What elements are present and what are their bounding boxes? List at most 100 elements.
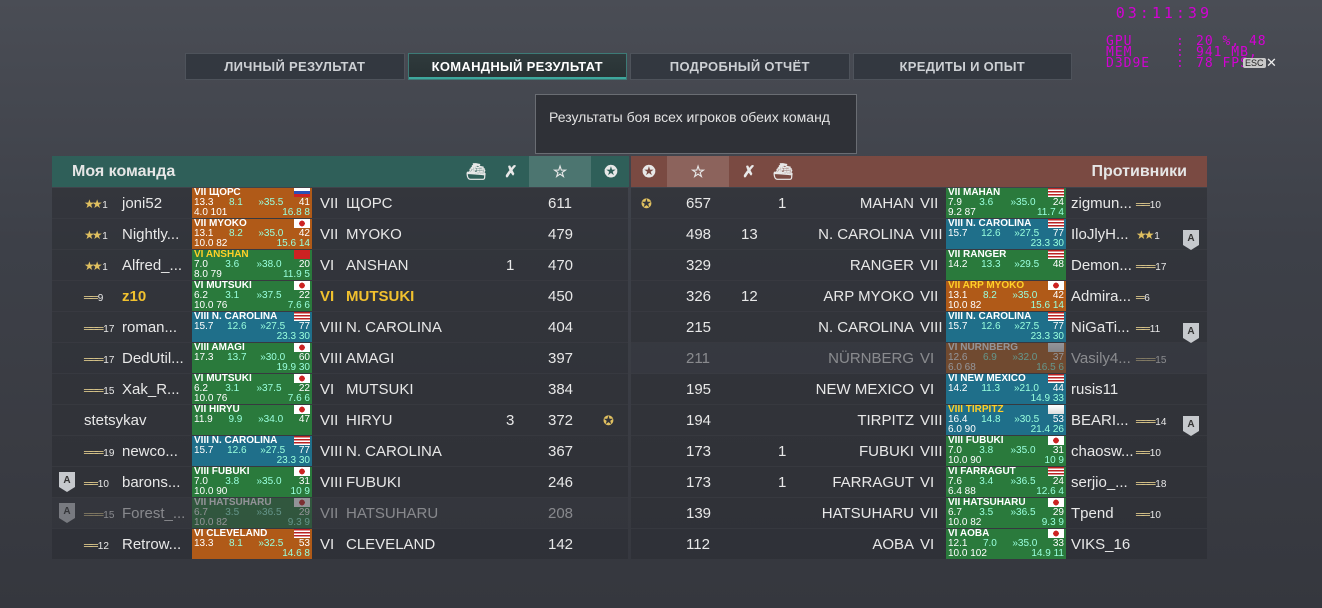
player-row[interactable]: 329 RANGER VII VII RANGER 14.2 13.3 »29.5 48 Dem…	[631, 250, 1207, 281]
esc-key-hint[interactable]: ESC	[1243, 58, 1266, 68]
player-name[interactable]: Forest_...	[122, 505, 186, 522]
player-row[interactable]: ═══ 17 DedUtil... VIII AMAGI 17.3 13.7 »30.0…	[52, 343, 628, 374]
player-row[interactable]: ═══ 17 roman... VIII N. CAROLINA 15.7 12.6»…	[52, 312, 628, 343]
player-row[interactable]: ★★ 1 joni52 VII ЩОРС 13.3 8.1 »35.5 41 4.0 101…	[52, 188, 628, 219]
stat-detection: 9.3 9	[287, 517, 310, 528]
player-name[interactable]: Admira...	[1071, 288, 1132, 305]
ship-stats-card: VIII N. CAROLINA 15.7 12.6 »27.5 77 23.3 30	[946, 312, 1066, 342]
ship-card-main-stats: 13.3 8.1 »35.5 41	[192, 198, 312, 208]
osd-mem-label: MEM	[1106, 45, 1133, 60]
player-name[interactable]: Alfred_...	[122, 257, 183, 274]
planes-shot-icon[interactable]: ⛴	[465, 163, 487, 181]
player-row[interactable]: 194 TIRPITZ VIII VIII TIRPITZ 16.4 14.8 »30.5 5…	[631, 405, 1207, 436]
kills-icon[interactable]: ✗	[504, 163, 518, 181]
player-name[interactable]: barons...	[122, 474, 181, 491]
ship-tier: VIII	[320, 350, 343, 367]
player-name[interactable]: zigmun...	[1071, 195, 1132, 212]
ship-name: FARRAGUT	[832, 474, 914, 491]
ship-card-secondary-stats: 10.0 82 9.3 9	[946, 518, 1066, 528]
capture-icon[interactable]: ✪	[604, 163, 618, 181]
kills-count: 3	[506, 412, 515, 429]
player-name[interactable]: DedUtil...	[122, 350, 184, 367]
player-row[interactable]: stetsykav VII HIRYU 11.9 9.9 »34.0 47 VII HIRYU…	[52, 405, 628, 436]
player-name[interactable]: rusis11	[1071, 381, 1119, 398]
ship-card-title: VI NÜRNBERG	[946, 343, 1066, 353]
player-name[interactable]: chaosw...	[1071, 443, 1134, 460]
player-name[interactable]: Vasily4...	[1071, 350, 1131, 367]
close-icon[interactable]: ✕	[1266, 55, 1277, 70]
ship-card-title: VIII TIRPITZ	[946, 405, 1066, 415]
ship-card-secondary-stats: 23.3 30	[946, 332, 1066, 342]
stat-range: 44	[1052, 383, 1064, 394]
capture-icon[interactable]: ✪	[642, 163, 656, 181]
player-name[interactable]: joni52	[122, 195, 163, 212]
stat-armor: 9.9	[228, 414, 243, 425]
player-row[interactable]: ═══ 19 newco... VIII N. CAROLINA 15.7 12.6»…	[52, 436, 628, 467]
player-row[interactable]: ✪ 657 1 MAHAN VII VII MAHAN 7.9 3.6 »35.0 24 9.2 8…	[631, 188, 1207, 219]
player-rank: 10	[1147, 510, 1161, 521]
capture-icon: ✪	[603, 413, 614, 428]
osd-gpu-value: 20 %, 48	[1196, 34, 1267, 49]
planes-shot-count: 1	[778, 443, 787, 460]
player-row[interactable]: ★★ 1 Nightly... VII MYOKO 13.1 8.2 »35.0 42 10…	[52, 219, 628, 250]
tab-credits-and-xp[interactable]: КРЕДИТЫ И ОПЫТ	[852, 53, 1072, 80]
stat-hp: 6.2	[194, 290, 208, 301]
stat-hp: 13.1	[194, 228, 214, 239]
player-row[interactable]: 498 13 N. CAROLINA VIII VIII N. CAROLINA 15.7…	[631, 219, 1207, 250]
player-row[interactable]: 326 12 ARP MYOKO VII VII ARP MYOKO 13.1 8.2 »35…	[631, 281, 1207, 312]
tab-tooltip: Результаты боя всех игроков обеих команд	[535, 94, 857, 154]
rank-chevron-icon: ═══	[84, 445, 103, 459]
stat-speed: »35.0	[256, 476, 282, 487]
ship-stats-card: VII MAHAN 7.9 3.6 »35.0 24 9.2 87 11.7 4	[946, 188, 1066, 218]
player-name[interactable]: Demon...	[1071, 257, 1132, 274]
score-star-icon[interactable]: ☆	[667, 156, 729, 187]
player-row[interactable]: ══ 12 Retrow... VI CLEVELAND 13.3 8.1 »32.5 5…	[52, 529, 628, 560]
score-value: 326	[686, 288, 712, 305]
score-value: 194	[686, 412, 712, 429]
player-name[interactable]: BEARI...	[1071, 412, 1129, 429]
player-name[interactable]: newco...	[122, 443, 178, 460]
player-row[interactable]: 211 NÜRNBERG VI VI NÜRNBERG 12.6 6.9 »32.0 37 6.…	[631, 343, 1207, 374]
kills-icon[interactable]: ✗	[742, 163, 756, 181]
stat-range: 77	[1052, 321, 1064, 332]
ship-card-main-stats: 6.2 3.1 »37.5 22	[192, 291, 312, 301]
player-name[interactable]: z10	[122, 288, 147, 305]
score-value: 367	[548, 443, 574, 460]
player-row[interactable]: A ══ 10 barons... VIII FUBUKI 7.0 3.8 »35.0 31…	[52, 467, 628, 498]
player-name[interactable]: Nightly...	[122, 226, 180, 243]
ship-stats-card: VII RANGER 14.2 13.3 »29.5 48	[946, 250, 1066, 280]
ship-card-main-stats: 13.3 8.1 »32.5 53	[192, 539, 312, 549]
player-row[interactable]: 215 N. CAROLINA VIII VIII N. CAROLINA 15.7 12…	[631, 312, 1207, 343]
ship-tier: VIII	[320, 443, 343, 460]
stat-speed: »27.5	[260, 445, 286, 456]
player-row[interactable]: 173 1 FARRAGUT VI VI FARRAGUT 7.6 3.4 »36.5 24 6.…	[631, 467, 1207, 498]
planes-shot-icon[interactable]: ⛴	[772, 163, 794, 181]
player-name[interactable]: Tpend	[1071, 505, 1114, 522]
player-row[interactable]: ══ 9 z10 VI MUTSUKI 6.2 3.1 »37.5 22 10.0 76 7.…	[52, 281, 628, 312]
score-star-icon[interactable]: ☆	[529, 156, 591, 187]
player-name[interactable]: Xak_R...	[122, 381, 180, 398]
player-name[interactable]: NiGaTi...	[1071, 319, 1130, 336]
player-row[interactable]: ★★ 1 Alfred_... VI ANSHAN 7.0 3.6 »38.0 20 8.0…	[52, 250, 628, 281]
player-name[interactable]: VIKS_16	[1071, 536, 1131, 553]
rank-chevron-icon: ═══	[1136, 352, 1155, 366]
tab-detailed-report[interactable]: ПОДРОБНЫЙ ОТЧЁТ	[630, 53, 850, 80]
stat-armor: 14.8	[981, 414, 1001, 425]
player-row[interactable]: 139 HATSUHARU VII VII HATSUHARU 6.7 3.5 »36.5 2…	[631, 498, 1207, 529]
player-row[interactable]: A ═══ 15 Forest_... VII HATSUHARU 6.7 3.5 »36…	[52, 498, 628, 529]
player-name[interactable]: IloJlyH...	[1071, 226, 1129, 243]
player-row[interactable]: 195 NEW MEXICO VI VI NEW MEXICO 14.2 11.3 »21.…	[631, 374, 1207, 405]
player-rank: 1	[99, 200, 108, 211]
player-name[interactable]: roman...	[122, 319, 178, 336]
tab-team-result[interactable]: КОМАНДНЫЙ РЕЗУЛЬТАТ	[407, 53, 627, 80]
player-row[interactable]: 112 AOBA VI VI AOBA 12.1 7.0 »35.0 33 10.0 102 14…	[631, 529, 1207, 560]
tab-personal-result[interactable]: ЛИЧНЫЙ РЕЗУЛЬТАТ	[185, 53, 405, 80]
player-name[interactable]: serjio_...	[1071, 474, 1128, 491]
player-name[interactable]: Retrow...	[122, 536, 182, 553]
stat-concealment: 10.0 90	[194, 486, 228, 497]
stat-hp: 7.0	[948, 445, 962, 456]
ship-name: N. CAROLINA	[818, 319, 914, 336]
player-row[interactable]: ═══ 15 Xak_R... VI MUTSUKI 6.2 3.1 »37.5 22 10…	[52, 374, 628, 405]
player-name[interactable]: stetsykav	[84, 412, 147, 429]
player-row[interactable]: 173 1 FUBUKI VIII VIII FUBUKI 7.0 3.8 »35.0 31 10…	[631, 436, 1207, 467]
